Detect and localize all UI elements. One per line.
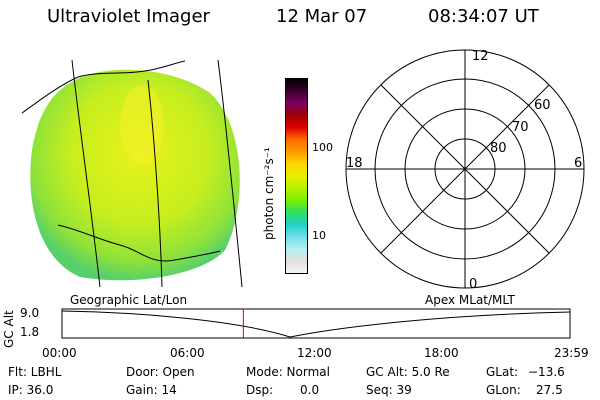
polar-plot: 12 18 6 0 60 70 80 [345,49,585,292]
polar-diagonal [380,84,550,254]
seq-status: Seq: 39 [366,383,412,397]
lat-70-label: 70 [512,120,529,135]
bright-region [120,85,164,165]
mode-status: Mode: Normal [246,365,330,379]
uv-image [21,59,243,288]
glon-label: GLon: [486,383,521,397]
glon-value: 27.5 [536,383,563,397]
date-label: 12 Mar 07 [276,6,368,27]
mlt-6-label: 6 [574,156,582,171]
x-tick-1200: 12:00 [297,346,332,360]
colorbar-tick-100: 100 [312,141,333,154]
time-label: 08:34:07 UT [428,6,539,27]
dsp-label: Dsp: [246,383,274,397]
instrument-title: Ultraviolet Imager [47,6,210,27]
altitude-curve [61,310,571,338]
door-status: Door: Open [126,365,195,379]
gain-status: Gain: 14 [126,383,177,397]
glat-value: −13.6 [528,365,565,379]
glat-label: GLat: [486,365,519,379]
x-tick-2359: 23:59 [554,346,589,360]
earth-disk [30,69,240,281]
colorbar [285,78,308,274]
mlt-18-label: 18 [346,156,363,171]
x-tick-0600: 06:00 [170,346,205,360]
x-tick-0000: 00:00 [42,346,77,360]
coastline [57,224,221,262]
colorbar-units-label: photon cm⁻²s⁻¹ [262,147,276,240]
orbit-y-bottom: 1.8 [20,325,40,339]
x-tick-1800: 18:00 [424,346,459,360]
geographic-caption: Geographic Lat/Lon [70,293,188,307]
ip-status: IP: 36.0 [8,383,54,397]
orbit-y-top: 9.0 [20,306,40,320]
mlt-12-label: 12 [472,49,489,64]
gc-alt-status: GC Alt: 5.0 Re [366,365,450,379]
filter-status: Flt: LBHL [8,365,62,379]
mlt-0-label: 0 [469,277,477,292]
apex-caption: Apex MLat/MLT [425,293,515,307]
meridian-line [217,59,243,288]
orbit-y-axis-label: GC Alt [2,310,16,348]
lat-60-label: 60 [534,98,551,113]
lat-80-label: 80 [490,141,507,156]
orbit-plot [61,308,571,339]
orbit-frame [61,308,571,339]
dsp-value: 0.0 [300,383,320,397]
coastline [21,60,186,114]
colorbar-tick-10: 10 [312,229,326,242]
meridian-line [71,59,101,288]
